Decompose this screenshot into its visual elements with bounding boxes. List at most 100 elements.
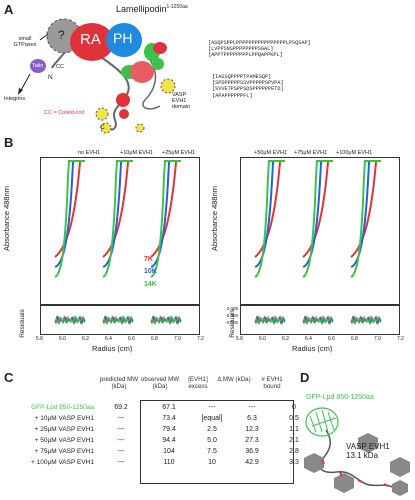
vasp-name: VASP EVH1 [346, 442, 390, 451]
panel-a-letter: A [4, 2, 14, 17]
table-row: + 100μM VASP EVH1 --- 110 10 42.9 3.3 [0, 457, 316, 468]
binding-site [383, 483, 389, 487]
cell-predicted: --- [117, 415, 125, 422]
cell-bound: 1.1 [289, 426, 299, 433]
ra-domain-label: RA [80, 31, 101, 48]
panel-b-letter: B [4, 135, 14, 150]
plot-frame [240, 305, 400, 335]
header-delta: Δ MW (kDa) [216, 376, 252, 383]
left-absorbance-plot [40, 157, 200, 305]
xtick: 7.2 [397, 336, 404, 342]
header-predicted: predicted MW (kDa) [94, 376, 144, 390]
gtpase-arrow [39, 33, 49, 41]
vasp-hexagon [390, 457, 410, 477]
lpd-chain [318, 429, 395, 489]
speed-10k-label: 10K [144, 268, 157, 275]
cc-legend: CC = Coiled-coil [44, 110, 84, 116]
sequence-line: [LVPPSNSPPPPPPPPSGAL] [208, 46, 274, 53]
left-header-2: +10μM EVH1 [120, 150, 153, 156]
vasp-blob [135, 123, 145, 133]
cell-excess: --- [208, 404, 216, 411]
binding-site [357, 479, 363, 483]
cell-label: + 10μM VASP EVH1 [34, 415, 94, 422]
talin-blob [30, 59, 46, 73]
sedimentation-curve [254, 160, 285, 258]
cell-predicted: 69.2 [114, 404, 128, 411]
sedimentation-curve [102, 160, 133, 258]
cell-bound: 0.5 [289, 415, 299, 422]
cell-label: GFP-Lpd 850-1250aa [31, 404, 94, 411]
gfp-barrel [305, 407, 339, 437]
sedimentation-curve [54, 160, 85, 278]
right-xticks: 5.8 6.0 6.2 6.4 6.6 6.8 7.0 7.2 [236, 336, 404, 342]
resid-ytick: 0.000 [226, 313, 238, 318]
sequence-line: [SVVETPSPPSDSPPPPPPETD] [212, 86, 284, 93]
sequence-line: [ASQPSPPLPPPPPPPPPPPPPPPPLPSQSAP] [208, 40, 311, 46]
sequence-line: [APAPPPPPPFL] [212, 92, 253, 99]
title-text: Lamellipodin [116, 4, 167, 14]
gfp-lpd-label: GFP-Lpd 850-1250aa [306, 394, 374, 401]
xtick: 6.0 [259, 336, 266, 342]
right-header-1: +50μM EVH1 [254, 150, 287, 156]
vasp-evh1-label: VASP EVH1 domain [172, 92, 191, 110]
table-row: + 75μM VASP EVH1 --- 104 7.5 36.9 2.8 [0, 446, 316, 457]
panel-d-letter: D [300, 370, 310, 385]
sedimentation-curve [302, 160, 333, 258]
sedimentation-curve [254, 160, 285, 278]
ph-domain-label: PH [113, 30, 133, 46]
vasp-hexagon [392, 480, 408, 496]
lamellipodin-title: Lamellipodin1-1250aa [116, 4, 188, 14]
right-xlabel: Radius (cm) [292, 344, 333, 353]
speed-7k-label: 7K [144, 256, 153, 263]
ra-domain [70, 23, 114, 61]
cell-excess: 7.5 [207, 448, 217, 455]
xtick: 7.2 [197, 336, 204, 342]
cell-observed: 67.1 [162, 404, 176, 411]
xtick: 7.0 [374, 336, 381, 342]
lamellipodin-cartoon [18, 18, 176, 134]
small-gtpases-label: small GTPases [13, 36, 37, 48]
mw-table: GFP-Lpd 850-1250aa 69.2 67.1 --- --- 0 + 10μM … [0, 402, 316, 468]
sequence-line: [SPDPPPPPSSVPPPPPSPVPA] [212, 80, 284, 87]
ph-domain [106, 23, 142, 57]
cell-predicted: --- [117, 459, 125, 466]
vasp-blob [100, 122, 112, 134]
integrin-arrowhead [18, 88, 23, 95]
xtick: 6.2 [282, 336, 289, 342]
binding-site [339, 471, 343, 477]
cell-observed: 94.4 [162, 437, 176, 444]
residual-group [54, 314, 182, 326]
vasp-blob [95, 107, 109, 121]
table-row: + 10μM VASP EVH1 --- 73.4 [equal] 6.3 0.5 [0, 413, 316, 424]
cell-predicted: --- [117, 448, 125, 455]
title-sup: 1-1250aa [166, 4, 188, 10]
red-blob [119, 109, 129, 119]
cell-bound: 3.3 [289, 459, 299, 466]
cell-delta: 36.9 [245, 448, 259, 455]
vasp-hexagon [334, 473, 354, 493]
cell-observed: 73.4 [162, 415, 176, 422]
gfp-lpd-text: GFP-Lpd 850-1250aa [306, 394, 374, 401]
cell-delta: --- [248, 404, 256, 411]
sedimentation-curve [302, 160, 333, 278]
xtick: 6.8 [151, 336, 158, 342]
residual-trace [350, 314, 382, 325]
resid-ytick: -0.005 [225, 320, 238, 325]
plot-frame [40, 305, 200, 335]
header-observed: observed MW (kDa) [140, 376, 180, 390]
vasp-mw: 13.1 kDa [346, 451, 379, 460]
red-blob [153, 42, 167, 54]
table-box [140, 400, 294, 484]
evh1-blob [152, 58, 164, 70]
cell-delta: 6.3 [247, 415, 257, 422]
residual-trace [302, 314, 334, 325]
cell-bound: 2.1 [289, 437, 299, 444]
left-residual-plot [40, 305, 200, 335]
right-header-3: +100μM EVH1 [336, 150, 373, 156]
header-text: observed MW (kDa) [140, 376, 180, 390]
curve-group [54, 160, 181, 278]
plot-frame [40, 157, 200, 305]
xtick: 6.2 [82, 336, 89, 342]
vasp-blob [160, 78, 176, 94]
tail-line [142, 59, 161, 110]
